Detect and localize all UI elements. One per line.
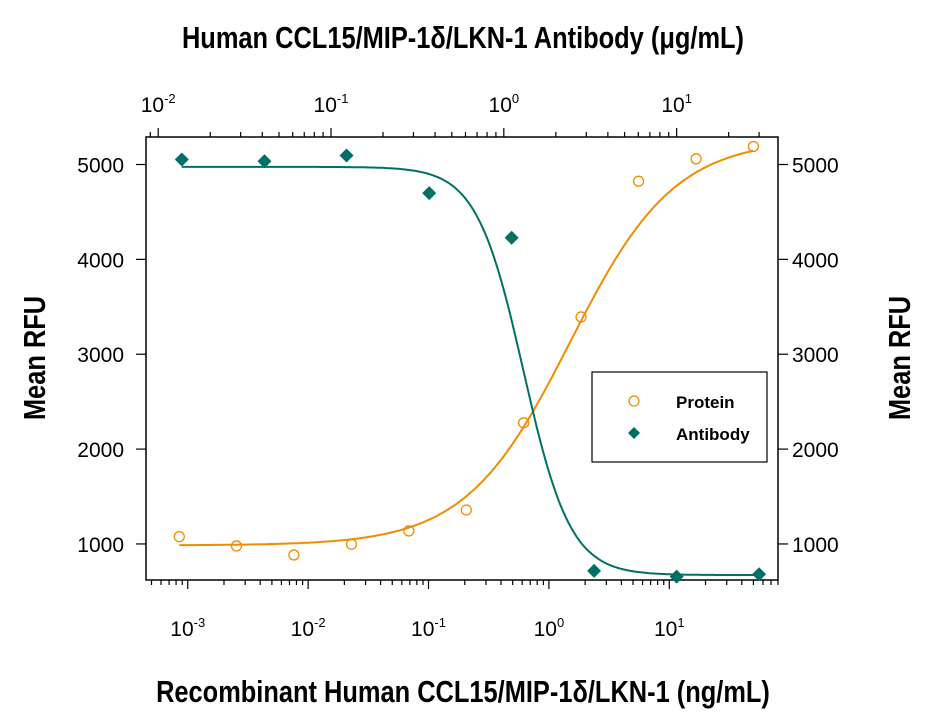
legend: Protein Antibody bbox=[591, 371, 768, 463]
data-point-protein bbox=[690, 153, 702, 165]
data-point-protein bbox=[460, 504, 472, 516]
y-right-tick-label: 5000 bbox=[792, 155, 839, 178]
fit-curve-antibody bbox=[181, 165, 760, 576]
data-point-protein bbox=[345, 538, 358, 550]
x-bottom-tick-label: 100 bbox=[534, 615, 565, 641]
data-point-protein bbox=[747, 140, 760, 153]
legend-marker-protein bbox=[628, 395, 640, 407]
plot-frame bbox=[145, 136, 779, 581]
x-top-tick-label: 100 bbox=[489, 91, 520, 117]
x-top-tick-label: 101 bbox=[661, 91, 692, 117]
x-bottom-tick-label: 10-3 bbox=[170, 615, 205, 641]
y-axis-label-right: Mean RFU bbox=[883, 296, 918, 420]
x-bottom-tick-label: 10-1 bbox=[411, 615, 446, 641]
data-point-protein bbox=[575, 311, 587, 323]
y-right-tick-label: 4000 bbox=[792, 249, 839, 272]
x-top-tick-label: 10-2 bbox=[141, 91, 176, 117]
x-bottom-tick-label: 101 bbox=[654, 615, 685, 641]
y-left-tick-label: 1000 bbox=[77, 534, 124, 557]
y-left-tick-label: 2000 bbox=[77, 439, 124, 462]
y-right-tick-label: 2000 bbox=[792, 439, 839, 462]
legend-label-antibody: Antibody bbox=[676, 425, 750, 444]
x-top-tick-label: 10-1 bbox=[314, 91, 349, 117]
data-point-antibody bbox=[339, 148, 354, 163]
x-axis-label: Recombinant Human CCL15/MIP-1δ/LKN-1 (ng… bbox=[156, 675, 770, 710]
data-point-antibody bbox=[422, 186, 437, 201]
data-point-antibody bbox=[257, 154, 272, 169]
data-point-protein bbox=[632, 175, 645, 187]
data-point-protein bbox=[230, 540, 243, 552]
data-point-protein bbox=[518, 417, 530, 429]
data-point-antibody bbox=[669, 569, 684, 584]
data-point-antibody bbox=[174, 152, 189, 167]
legend-marker-antibody bbox=[628, 427, 640, 439]
chart-title: Human CCL15/MIP-1δ/LKN-1 Antibody (μg/mL… bbox=[182, 21, 744, 56]
y-axis-label-left: Mean RFU bbox=[18, 296, 53, 420]
data-point-protein bbox=[288, 549, 300, 561]
y-left-tick-label: 4000 bbox=[77, 249, 124, 272]
y-left-tick-label: 5000 bbox=[77, 155, 124, 178]
fit-curve-protein bbox=[179, 149, 754, 547]
legend-label-protein: Protein bbox=[676, 393, 735, 412]
data-point-antibody bbox=[752, 567, 767, 582]
data-point-protein bbox=[403, 525, 415, 537]
y-right-tick-label: 1000 bbox=[792, 534, 839, 557]
x-bottom-tick-label: 10-2 bbox=[291, 615, 326, 641]
y-right-tick-label: 3000 bbox=[792, 344, 839, 367]
legend-box bbox=[591, 371, 768, 463]
y-left-tick-label: 3000 bbox=[77, 344, 124, 367]
data-point-antibody bbox=[504, 230, 519, 245]
data-point-protein bbox=[173, 530, 185, 543]
data-point-antibody bbox=[587, 563, 602, 578]
